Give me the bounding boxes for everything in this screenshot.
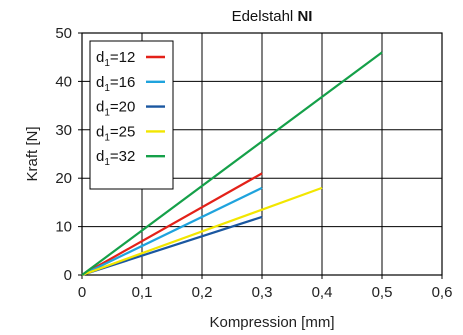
y-axis-title: Kraft [N]: [24, 126, 41, 181]
legend-label-4: d1=25: [96, 123, 135, 143]
x-tick-label: 0,1: [132, 284, 153, 301]
series-line-4: [81, 186, 323, 277]
chart-title-text: Edelstahl: [232, 8, 298, 25]
series-line-2: [81, 186, 263, 276]
x-tick-label: 0,6: [432, 284, 453, 301]
legend-label-3: d1=20: [96, 99, 135, 119]
series-line-1: [81, 172, 263, 276]
y-tick-label: 50: [55, 25, 72, 42]
legend-label-1: d1=12: [96, 49, 135, 69]
series-line-3: [81, 215, 263, 277]
x-tick-label: 0,5: [372, 284, 393, 301]
x-axis-title: Kompression [mm]: [209, 314, 334, 331]
x-tick-label: 0,3: [252, 284, 273, 301]
legend-box: [89, 40, 174, 190]
y-tick-label: 20: [55, 170, 72, 187]
chart-title-bold: NI: [297, 8, 312, 25]
x-tick-label: 0: [78, 284, 86, 301]
y-tick-label: 30: [55, 122, 72, 139]
legend-label-2: d1=16: [96, 74, 135, 94]
chart-title: Edelstahl NI: [232, 8, 313, 25]
x-tick-label: 0,4: [312, 284, 333, 301]
y-tick-label: 40: [55, 73, 72, 90]
y-tick-label: 0: [64, 267, 72, 284]
series-line-5: [81, 51, 383, 276]
y-tick-label: 10: [55, 219, 72, 236]
legend-label-5: d1=32: [96, 148, 135, 168]
x-tick-label: 0,2: [192, 284, 213, 301]
